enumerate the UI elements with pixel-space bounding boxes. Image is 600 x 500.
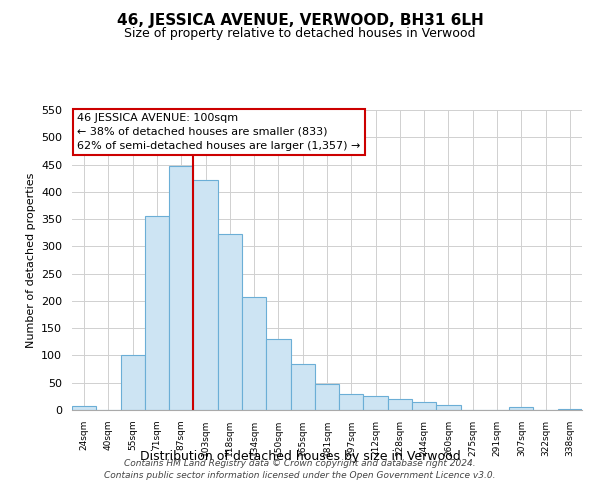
Text: 46 JESSICA AVENUE: 100sqm
← 38% of detached houses are smaller (833)
62% of semi: 46 JESSICA AVENUE: 100sqm ← 38% of detac… [77,113,361,151]
Bar [121,356,145,410]
Bar [509,408,533,410]
Text: Distribution of detached houses by size in Verwood: Distribution of detached houses by size … [140,450,460,463]
Text: Contains HM Land Registry data © Crown copyright and database right 2024.
Contai: Contains HM Land Registry data © Crown c… [104,458,496,480]
Bar [558,409,582,410]
Bar [169,166,193,410]
Bar [412,402,436,410]
Bar [266,339,290,410]
Bar [242,297,266,410]
Bar [290,364,315,410]
Bar [339,394,364,410]
Y-axis label: Number of detached properties: Number of detached properties [26,172,35,348]
Bar [436,404,461,410]
Bar [72,406,96,410]
Bar [218,234,242,410]
Bar [145,216,169,410]
Bar [388,399,412,410]
Bar [364,396,388,410]
Text: Size of property relative to detached houses in Verwood: Size of property relative to detached ho… [124,28,476,40]
Bar [193,180,218,410]
Text: 46, JESSICA AVENUE, VERWOOD, BH31 6LH: 46, JESSICA AVENUE, VERWOOD, BH31 6LH [116,12,484,28]
Bar [315,384,339,410]
